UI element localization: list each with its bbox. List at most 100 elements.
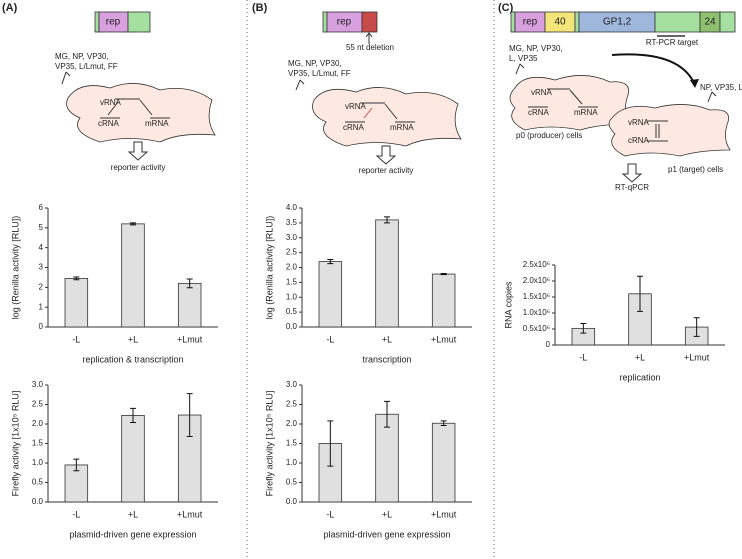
y-tick-label: 0.5x10⁶ — [523, 324, 550, 333]
x-axis-label: transcription — [362, 354, 411, 364]
y-tick-label: 2 — [39, 282, 44, 291]
y-tick-label: 3.5 — [286, 218, 298, 227]
input-label: VP35, L/Lmut, FF — [288, 69, 351, 78]
rna-label: cRNA — [628, 136, 650, 145]
bar — [177, 282, 202, 328]
y-tick-label: 0.0 — [286, 497, 298, 506]
y-tick-label: 5 — [39, 223, 44, 232]
construct — [322, 11, 378, 33]
y-tick-label: 2.5 — [286, 248, 298, 257]
cell — [66, 83, 216, 143]
y-tick-label: 3.0 — [286, 380, 298, 389]
x-tick-label: -L — [579, 352, 587, 362]
input-label: MG, NP, VP30, — [288, 59, 342, 68]
y-tick-label: 1.5 — [32, 439, 44, 448]
y-tick-label: 2.5 — [32, 400, 44, 409]
y-tick-label: 2.5x10⁶ — [523, 260, 550, 269]
error-bar — [186, 278, 193, 289]
y-tick-label: 0.0 — [32, 497, 44, 506]
arrow — [707, 91, 717, 103]
x-tick-label: +Lmut — [177, 509, 203, 519]
rna-label: cRNA — [528, 108, 550, 117]
segment-label: rep — [337, 17, 352, 28]
bar — [375, 219, 399, 328]
bar — [64, 278, 89, 328]
y-tick-label: 3.0 — [286, 233, 298, 242]
error-bar — [384, 400, 390, 428]
y-axis-label: Firefly activity [1x10⁵ RLU] — [10, 391, 20, 497]
segment-label: 40 — [554, 17, 566, 28]
rna-label: mRNA — [390, 123, 414, 132]
error-bar — [327, 258, 334, 265]
panel-label: (C) — [498, 2, 514, 14]
x-tick-label: +Lmut — [431, 509, 457, 519]
error-bar — [637, 275, 643, 312]
rna-label: mRNA — [574, 108, 598, 117]
y-tick-label: 1 — [39, 302, 44, 311]
panel-label: (A) — [2, 2, 18, 14]
error-bar — [73, 458, 80, 472]
rna-label: mRNA — [145, 119, 169, 128]
y-tick-label: 0.0 — [286, 322, 298, 331]
arrow — [611, 53, 696, 86]
y-tick-label: 1.5x10⁶ — [523, 292, 550, 301]
input-label: NP, VP35, L/Lmut — [700, 83, 742, 92]
rna-lines — [100, 98, 170, 119]
y-tick-label: 3 — [39, 263, 44, 272]
y-tick-label: 0 — [546, 340, 551, 349]
cell-label: p1 (target) cells — [668, 165, 723, 174]
error-bar — [130, 407, 136, 423]
y-tick-label: 2.0 — [32, 419, 44, 428]
x-tick-label: +Lmut — [431, 334, 457, 344]
x-tick-label: +L — [382, 334, 392, 344]
y-tick-label: 0.5 — [286, 478, 298, 487]
y-tick-label: 3.0 — [32, 380, 44, 389]
y-tick-label: 2.0 — [286, 419, 298, 428]
bar — [318, 261, 343, 328]
y-axis-label: log (Renilla activity [RLU]) — [10, 216, 20, 320]
rna-lines — [647, 120, 668, 142]
error-bar — [186, 393, 193, 437]
target-label: RT-PCR target — [646, 38, 699, 47]
y-axis-label: log (Renilla activity [RLU]) — [264, 216, 274, 320]
y-tick-label: 0.5 — [32, 478, 44, 487]
arrow — [61, 71, 71, 85]
error-bar — [440, 420, 447, 427]
y-tick-label: 1.5 — [286, 439, 298, 448]
y-tick-label: 2.0 — [286, 263, 298, 272]
arrow — [127, 141, 149, 161]
y-tick-label: 1.0 — [32, 458, 44, 467]
x-axis-label: plasmid-driven gene expression — [323, 529, 450, 539]
construct — [510, 11, 736, 33]
panel-label: (B) — [252, 2, 268, 14]
x-tick-label: +Lmut — [177, 334, 203, 344]
arrow-head — [690, 79, 699, 88]
arrow — [621, 163, 643, 183]
x-axis-label: replication & transcription — [82, 354, 183, 364]
error-bar — [384, 216, 390, 224]
bar — [121, 415, 145, 503]
arrow — [375, 145, 397, 165]
cell — [608, 104, 731, 157]
y-axis-label: RNA copies — [503, 281, 513, 329]
error-bar — [440, 272, 447, 276]
y-tick-label: 1.5 — [286, 277, 298, 286]
rna-label: vRNA — [100, 98, 122, 107]
output-label: reporter activity — [359, 166, 414, 175]
error-bar — [130, 222, 136, 226]
rna-lines — [528, 88, 598, 108]
x-tick-label: +Lmut — [684, 352, 710, 362]
bar — [431, 273, 456, 328]
rna-lines — [345, 102, 415, 123]
segment-label: GP1,2 — [603, 17, 632, 28]
input-label: MG, NP, VP30, — [509, 44, 563, 53]
x-tick-label: +L — [128, 509, 138, 519]
rna-label: cRNA — [98, 119, 120, 128]
output-label: RT-qPCR — [615, 183, 649, 192]
y-tick-label: 1.0x10⁶ — [523, 308, 550, 317]
rna-label: vRNA — [345, 102, 367, 111]
x-axis-label: replication — [619, 372, 660, 382]
rna-label: vRNA — [531, 88, 553, 97]
construct — [94, 11, 151, 33]
